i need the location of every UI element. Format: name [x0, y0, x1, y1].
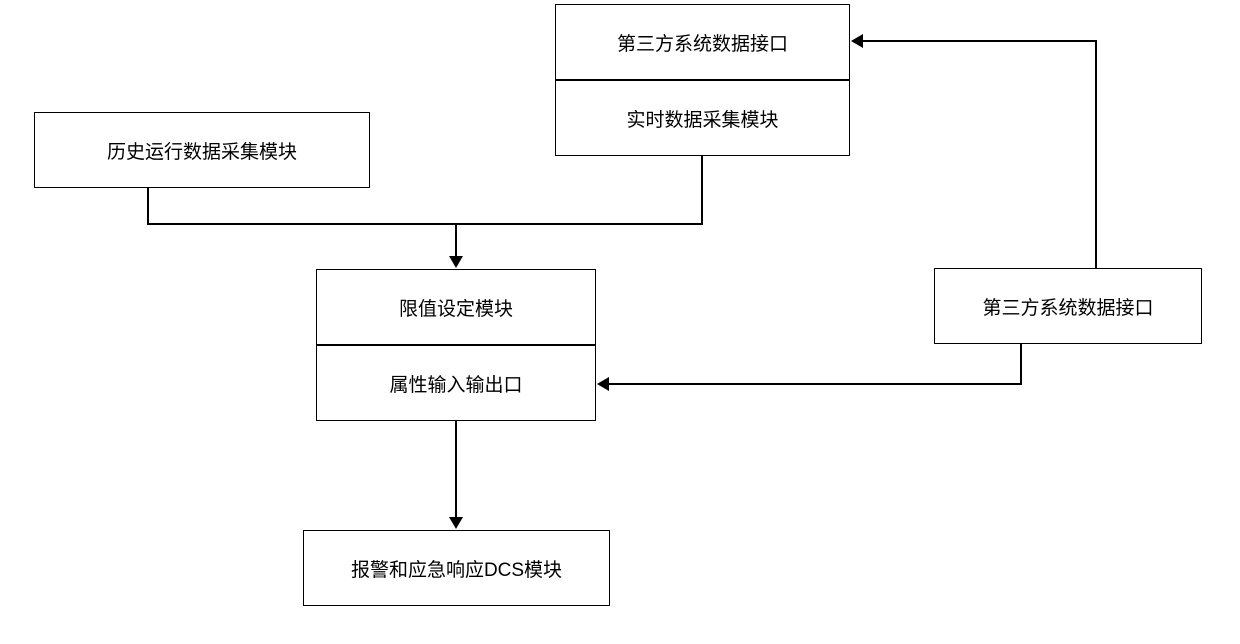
edge-right-up-horz	[862, 40, 1097, 42]
node-limit-label: 限值设定模块	[399, 294, 513, 321]
edge-right-down	[1020, 344, 1022, 385]
arrow-into-limit	[449, 256, 463, 268]
node-history-label: 历史运行数据采集模块	[107, 137, 297, 164]
arrow-into-attribute	[597, 377, 609, 391]
node-alarm: 报警和应急响应DCS模块	[303, 530, 610, 606]
edge-merge-down	[455, 223, 457, 257]
node-alarm-label: 报警和应急响应DCS模块	[351, 555, 562, 582]
edge-merge-horizontal	[147, 223, 703, 225]
node-realtime: 实时数据采集模块	[555, 80, 850, 156]
edge-realtime-down	[701, 156, 703, 225]
node-realtime-label: 实时数据采集模块	[626, 105, 778, 132]
node-thirdparty-top: 第三方系统数据接口	[555, 4, 850, 80]
node-thirdparty-right: 第三方系统数据接口	[934, 268, 1202, 344]
node-history: 历史运行数据采集模块	[34, 112, 370, 188]
node-limit: 限值设定模块	[316, 269, 596, 345]
arrow-into-alarm	[449, 517, 463, 529]
node-thirdparty-right-label: 第三方系统数据接口	[982, 293, 1153, 320]
edge-right-left	[608, 383, 1022, 385]
edge-history-down	[147, 188, 149, 225]
node-thirdparty-top-label: 第三方系统数据接口	[617, 29, 788, 56]
edge-attr-to-alarm	[455, 421, 457, 518]
node-attribute-label: 属性输入输出口	[389, 370, 522, 397]
node-attribute: 属性输入输出口	[316, 345, 596, 421]
arrow-into-thirdparty-top	[851, 34, 863, 48]
edge-right-up-vert	[1095, 40, 1097, 268]
